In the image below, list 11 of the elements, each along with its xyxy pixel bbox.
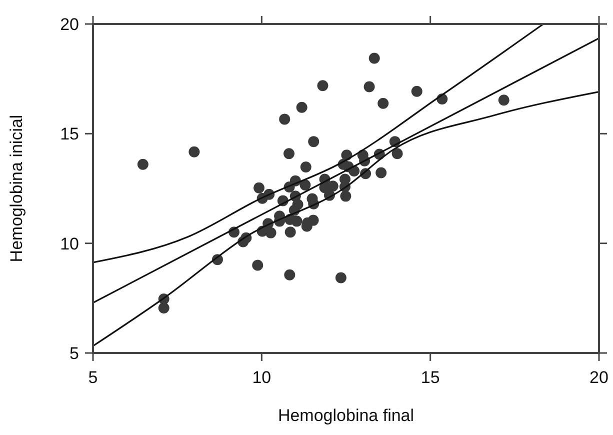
- x-tick-label: 15: [420, 368, 440, 387]
- y-tick-label: 5: [70, 344, 79, 363]
- x-tick-label: 10: [252, 368, 272, 387]
- y-tick-label: 20: [60, 14, 79, 34]
- y-tick-label: 10: [60, 234, 79, 254]
- y-tick-label: 15: [60, 124, 79, 144]
- x-tick-label: 5: [88, 368, 98, 387]
- y-axis-title: Hemoglobina inicial: [7, 114, 26, 262]
- x-tick-label: 20: [590, 368, 608, 387]
- x-axis-title: Hemoglobina final: [278, 406, 414, 425]
- line-series: [93, 24, 544, 264]
